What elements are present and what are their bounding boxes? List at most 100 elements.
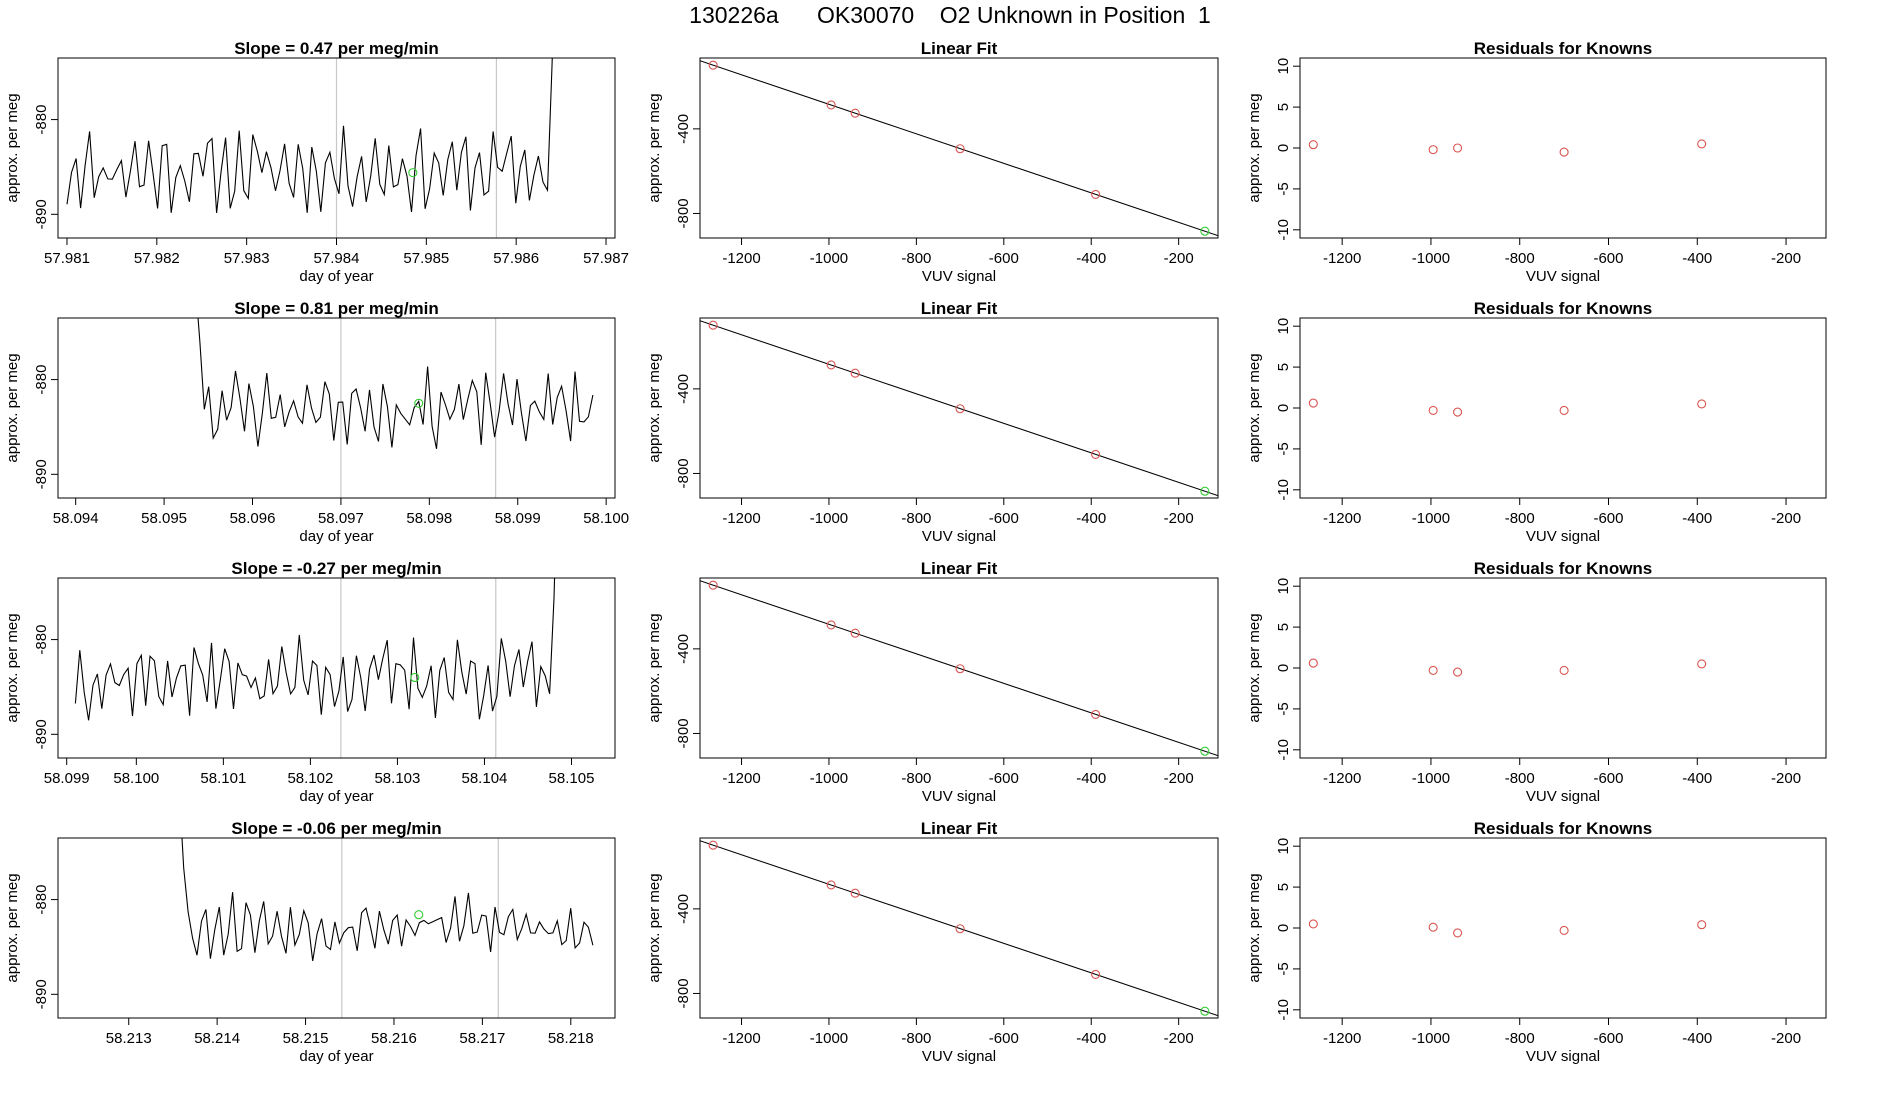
plot-frame [699,317,1219,499]
panel-linear-fit-row-4: Linear Fit -1200 -1000 -800 -600 -400 -200 -400… [646,819,1219,1065]
residual-point [1453,407,1463,417]
x-tick-label: 58.102 [287,770,333,787]
plot-data [66,58,553,238]
x-tick-label: 58.101 [200,770,246,787]
y-axis-label: approx. per meg [646,873,663,982]
residual-point [1697,399,1707,409]
plot-frame [1299,317,1827,499]
x-tick-label: -1000 [1412,250,1450,267]
plot-frame [1299,57,1827,239]
x-tick-label: -1200 [722,250,760,267]
panel-residuals-row-2: Residuals for Knowns -1200 -1000 -800 -600 -4… [1246,299,1827,545]
panel-title: Linear Fit [921,559,998,578]
y-tick-label: 10 [1275,838,1292,855]
y-tick-label: 5 [1275,103,1292,111]
x-axis-label: VUV signal [922,268,996,285]
known-point [1091,969,1101,979]
residual-point [1559,665,1569,676]
x-axis-label: VUV signal [922,528,996,545]
y-tick-label: 0 [1275,664,1292,672]
panel-time-series-row-2: Slope = 0.81 per meg/min 58.094 58.095 58.0… [4,299,629,545]
plot-data [1308,398,1707,417]
x-tick-label: -1200 [722,770,760,787]
plot-data [700,840,1218,1017]
x-tick-label: -400 [1076,510,1106,527]
plot-data [197,318,594,498]
y-tick-label: 10 [1275,58,1292,75]
panel-title: Residuals for Knowns [1474,299,1653,318]
known-point [826,620,836,630]
residual-point [1559,147,1569,157]
x-tick-label: 57.987 [583,250,629,267]
y-axis-label: approx. per meg [4,93,21,202]
x-tick-label: 58.103 [374,770,420,787]
residual-point [1559,925,1569,936]
y-tick-label: -880 [33,885,50,915]
panel-title: Linear Fit [921,299,998,318]
plot-data [700,60,1218,237]
unknown-point [1200,486,1210,496]
x-tick-label: -1200 [722,510,760,527]
known-point [708,840,718,850]
x-tick-label: 58.213 [106,1030,152,1047]
y-tick-label: -800 [675,198,692,228]
y-tick-label: -880 [33,105,50,135]
known-point [955,404,965,414]
y-tick-label: -10 [1275,999,1292,1021]
known-point [708,320,718,330]
panel-time-series-row-3: Slope = -0.27 per meg/min 58.099 58.100 58.… [4,559,616,805]
x-tick-label: 58.104 [462,770,508,787]
residual-point [1308,658,1318,668]
plot-frame [699,57,1219,239]
y-axis-label: approx. per meg [4,353,21,462]
y-tick-label: 5 [1275,623,1292,631]
plot-frame [699,577,1219,759]
y-tick-label: -5 [1275,182,1292,195]
x-axis-label: day of year [299,788,373,805]
x-axis-label: VUV signal [922,788,996,805]
data-series-line [197,318,594,449]
x-tick-label: 58.216 [371,1030,417,1047]
figure-title: 130226a OK30070 O2 Unknown in Position 1 [689,2,1211,28]
residual-point [1428,145,1438,155]
plot-frame [699,837,1219,1019]
x-tick-label: 58.218 [548,1030,594,1047]
unknown-point [414,910,424,920]
fit-line [700,320,1218,497]
x-tick-label: 58.100 [583,510,629,527]
x-tick-label: -400 [1682,250,1712,267]
known-point [850,888,860,898]
y-axis-label: approx. per meg [1246,93,1263,202]
x-tick-label: 57.982 [134,250,180,267]
x-tick-label: -800 [1505,770,1535,787]
known-point [850,368,860,378]
y-tick-label: -400 [675,374,692,404]
known-point [1091,189,1101,199]
x-tick-label: -800 [901,510,931,527]
data-series-line [66,58,553,213]
panel-title: Linear Fit [921,819,998,838]
x-tick-label: -200 [1771,250,1801,267]
y-tick-label: -890 [33,979,50,1009]
x-tick-label: -400 [1076,1030,1106,1047]
x-tick-label: 57.985 [403,250,449,267]
x-tick-label: -1200 [722,1030,760,1047]
residual-point [1559,405,1569,416]
panel-title: Slope = 0.81 per meg/min [234,299,439,318]
panel-title: Residuals for Knowns [1474,819,1653,838]
panel-title: Slope = -0.27 per meg/min [231,559,441,578]
x-axis-label: VUV signal [922,1048,996,1065]
x-tick-label: -1000 [1412,510,1450,527]
panel-residuals-row-4: Residuals for Knowns -1200 -1000 -800 -600 -4… [1246,819,1827,1065]
residual-point [1428,922,1438,932]
x-tick-label: -1200 [1323,1030,1361,1047]
x-tick-label: -400 [1682,1030,1712,1047]
known-point [708,60,718,70]
x-tick-label: 58.096 [230,510,276,527]
x-tick-label: 58.098 [406,510,452,527]
y-tick-label: -10 [1275,739,1292,761]
y-tick-label: 5 [1275,363,1292,371]
residual-point [1697,920,1707,930]
x-tick-label: -800 [901,1030,931,1047]
x-tick-label: -1000 [1412,770,1450,787]
